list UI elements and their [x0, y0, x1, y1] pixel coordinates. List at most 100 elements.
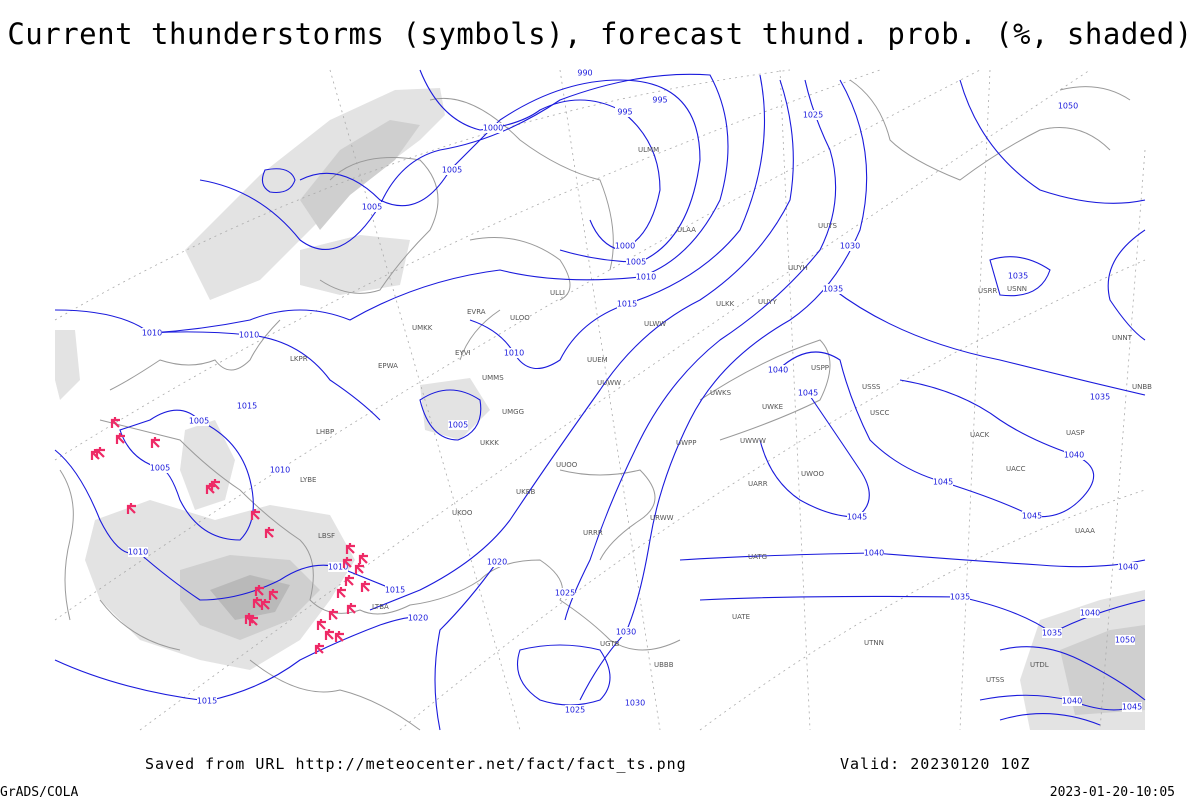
isobar-label-bg	[483, 123, 503, 133]
isobar-label-bg	[150, 463, 170, 473]
station-label: UWWW	[740, 437, 766, 445]
station-label: UNNT	[1112, 334, 1133, 342]
isobar-label: 1010	[504, 349, 524, 358]
isobar-label: 1020	[408, 614, 428, 623]
isobar-label-bg	[555, 588, 575, 598]
station-label: UMKK	[412, 324, 433, 332]
isobar	[54, 616, 419, 702]
station-label: LHBP	[316, 428, 334, 436]
isobar-label: 990	[577, 69, 592, 78]
isobar	[149, 73, 729, 334]
station-label: ULMM	[638, 146, 659, 154]
isobar-label-bg	[615, 107, 635, 117]
station-label: UWPP	[676, 439, 697, 447]
thunderstorm-symbol	[110, 417, 120, 428]
station-label: USCC	[870, 409, 889, 417]
isobar-label-bg	[385, 585, 405, 595]
station-label: UTDL	[1030, 661, 1049, 669]
isobar-label: 1030	[840, 242, 860, 251]
isobar-label-bg	[1080, 608, 1100, 618]
thunderstorm-symbol	[252, 597, 262, 608]
isobar-label: 1040	[1080, 609, 1100, 618]
isobar-label-bg	[798, 388, 818, 398]
isobar-label-bg	[575, 68, 595, 78]
probability-shading	[420, 378, 490, 440]
station-label: USSS	[862, 383, 881, 391]
isobar-label-bg	[1064, 450, 1084, 460]
thunderstorm-symbol	[345, 543, 355, 554]
station-label: UUWW	[597, 379, 621, 387]
isobar-label-bg	[625, 698, 645, 708]
isobar-label-bg	[1062, 696, 1082, 706]
isobar-label: 1040	[768, 366, 788, 375]
isobar-label: 1040	[864, 549, 884, 558]
isobar-label: 1005	[442, 166, 462, 175]
isobar-label: 1015	[197, 697, 217, 706]
station-label: UUYY	[758, 298, 778, 306]
isobar	[434, 561, 611, 731]
isobar-label-bg	[362, 202, 382, 212]
isobar-label: 1045	[933, 478, 953, 487]
isobar-label: 1025	[565, 706, 585, 715]
isobar-label-bg	[1058, 101, 1078, 111]
station-label: ULAA	[677, 226, 696, 234]
isobar-label-bg	[636, 272, 656, 282]
isobar-label-bg	[1008, 271, 1028, 281]
station-label: UUYH	[788, 264, 808, 272]
station-label: UKBB	[516, 488, 536, 496]
isobar	[1107, 229, 1146, 341]
thunderstorm-symbols	[90, 417, 370, 654]
credit: GrADS/COLA	[0, 785, 78, 800]
station-label: UKOO	[452, 509, 473, 517]
isobar-label-bg	[616, 627, 636, 637]
station-label: UBBB	[654, 661, 674, 669]
isobar-label: 1035	[950, 593, 970, 602]
station-label: UATG	[748, 553, 767, 561]
station-label: UKKK	[480, 439, 499, 447]
labels: 990 995 995 1000 1005 1005 1000 1005 1010 1015 102…	[128, 68, 1152, 715]
probability-shading	[1060, 625, 1145, 715]
station-label: LYBE	[300, 476, 316, 484]
station-label: USNN	[1007, 285, 1027, 293]
probability-shading	[300, 235, 410, 295]
station-label: EPWA	[378, 362, 398, 370]
station-label: UWKS	[710, 389, 732, 397]
coastline	[59, 79, 1131, 731]
isobar-label-bg	[565, 705, 585, 715]
isobar-label: 1005	[362, 203, 382, 212]
isobar-label-bg	[1042, 628, 1062, 638]
thunderstorm-symbol	[358, 553, 368, 564]
thunderstorm-symbol	[344, 575, 354, 586]
station-label: UMGG	[502, 408, 524, 416]
isobar-label-bg	[950, 592, 970, 602]
thunderstorm-symbol	[254, 585, 264, 596]
isobar-label-bg	[487, 557, 507, 567]
isobar-label-bg	[847, 512, 867, 522]
isobar-label-bg	[768, 365, 788, 375]
isobar-label-bg	[1115, 635, 1135, 645]
thunderstorm-symbol	[336, 587, 346, 598]
isobar-label: 1025	[803, 111, 823, 120]
station-label: UGTB	[600, 640, 620, 648]
isobar-label-bg	[448, 420, 468, 430]
station-label: EVRA	[467, 308, 486, 316]
station-label: USRR	[978, 287, 997, 295]
probability-shading	[210, 575, 290, 620]
isobar-label: 1050	[1115, 636, 1135, 645]
isobar-label: 1040	[1064, 451, 1084, 460]
isobar-label-bg	[408, 613, 428, 623]
thunderstorm-symbol	[260, 599, 270, 610]
station-label: UACK	[970, 431, 990, 439]
thunderstorm-symbol	[150, 437, 160, 448]
timestamp: 2023-01-20-10:05	[1050, 785, 1175, 800]
isobar-label: 1020	[487, 558, 507, 567]
isobar-label: 1015	[385, 586, 405, 595]
isobar-label-bg	[328, 562, 348, 572]
isobar-label: 995	[652, 96, 667, 105]
isobar-label-bg	[803, 110, 823, 120]
isobar-label-bg	[1122, 702, 1142, 712]
isobar-label: 1010	[142, 329, 162, 338]
station-label: UTNN	[864, 639, 884, 647]
thunderstorm-symbol	[250, 509, 260, 520]
